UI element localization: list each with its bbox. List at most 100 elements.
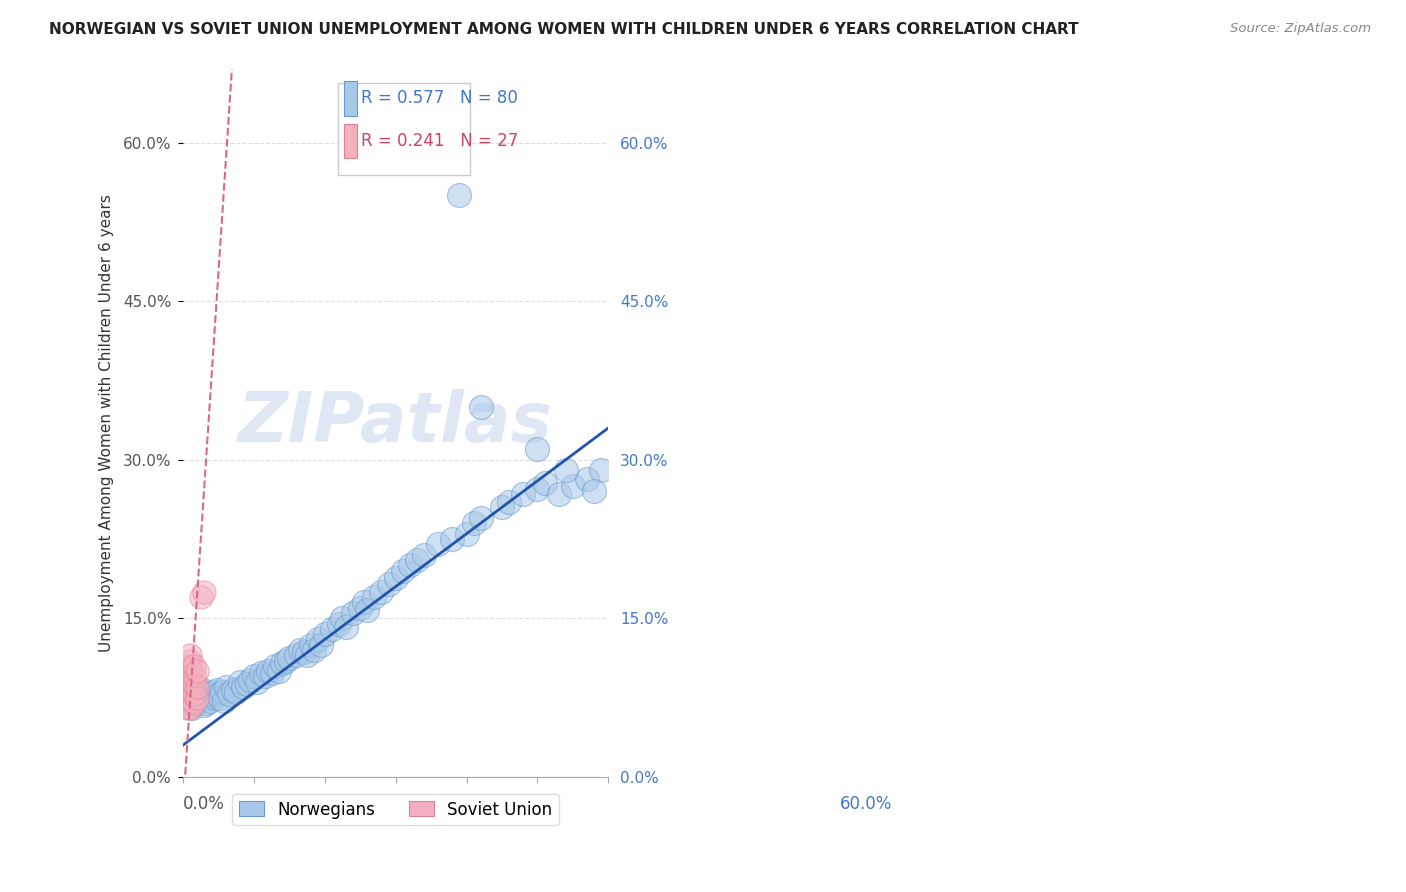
Point bbox=[356, 603, 378, 617]
Text: 0.0%: 0.0% bbox=[183, 795, 225, 813]
Point bbox=[179, 654, 201, 668]
Point bbox=[391, 564, 413, 578]
Point bbox=[191, 683, 214, 698]
Point bbox=[526, 483, 548, 497]
Point bbox=[449, 188, 471, 202]
Point bbox=[183, 698, 205, 712]
Point bbox=[353, 595, 375, 609]
Point bbox=[201, 685, 224, 699]
Text: R = 0.241   N = 27: R = 0.241 N = 27 bbox=[361, 132, 517, 150]
Point bbox=[176, 669, 198, 683]
Point bbox=[307, 632, 329, 647]
Point bbox=[179, 685, 201, 699]
Point bbox=[179, 658, 201, 673]
Point bbox=[526, 442, 548, 457]
Point bbox=[533, 475, 555, 490]
Point bbox=[264, 658, 287, 673]
Point bbox=[197, 690, 219, 705]
Point bbox=[218, 687, 240, 701]
Point bbox=[554, 463, 576, 477]
Point bbox=[260, 666, 283, 681]
Point bbox=[470, 511, 492, 525]
Point bbox=[187, 685, 209, 699]
Point bbox=[177, 685, 200, 699]
Point bbox=[302, 643, 325, 657]
Point bbox=[257, 664, 280, 678]
Point bbox=[186, 680, 208, 694]
Point bbox=[321, 622, 343, 636]
Point bbox=[314, 627, 336, 641]
Point bbox=[211, 685, 233, 699]
Point bbox=[225, 685, 247, 699]
Point bbox=[179, 696, 201, 710]
Point bbox=[250, 666, 273, 681]
Point bbox=[384, 571, 406, 585]
Point bbox=[232, 680, 254, 694]
Point bbox=[413, 548, 436, 562]
Point bbox=[243, 669, 266, 683]
Point bbox=[456, 526, 478, 541]
FancyBboxPatch shape bbox=[344, 124, 357, 159]
Point bbox=[236, 677, 259, 691]
Point bbox=[183, 696, 205, 710]
Point bbox=[176, 674, 198, 689]
Point bbox=[186, 664, 208, 678]
Point bbox=[179, 690, 201, 705]
Point bbox=[370, 585, 392, 599]
Text: ZIPatlas: ZIPatlas bbox=[238, 389, 553, 456]
Point bbox=[176, 701, 198, 715]
Point bbox=[183, 687, 205, 701]
FancyBboxPatch shape bbox=[344, 81, 357, 116]
Point bbox=[179, 648, 201, 663]
Point bbox=[179, 701, 201, 715]
Y-axis label: Unemployment Among Women with Children Under 6 years: Unemployment Among Women with Children U… bbox=[100, 194, 114, 652]
Point bbox=[547, 486, 569, 500]
Point bbox=[299, 638, 322, 652]
Point bbox=[267, 664, 290, 678]
Point bbox=[176, 680, 198, 694]
Point bbox=[176, 696, 198, 710]
Point bbox=[406, 553, 429, 567]
Point bbox=[512, 486, 534, 500]
Point bbox=[342, 606, 364, 620]
Point bbox=[198, 694, 221, 708]
Point bbox=[179, 674, 201, 689]
Point bbox=[212, 694, 235, 708]
Point bbox=[183, 669, 205, 683]
Point bbox=[228, 674, 250, 689]
Point bbox=[194, 696, 217, 710]
Text: NORWEGIAN VS SOVIET UNION UNEMPLOYMENT AMONG WOMEN WITH CHILDREN UNDER 6 YEARS C: NORWEGIAN VS SOVIET UNION UNEMPLOYMENT A… bbox=[49, 22, 1078, 37]
Point bbox=[576, 472, 599, 486]
Point bbox=[176, 690, 198, 705]
Point bbox=[377, 577, 399, 591]
Point bbox=[180, 701, 202, 715]
Point bbox=[221, 683, 243, 698]
Point bbox=[176, 685, 198, 699]
Point bbox=[561, 479, 583, 493]
Point bbox=[278, 651, 301, 665]
Point bbox=[463, 516, 485, 530]
Point bbox=[239, 673, 262, 687]
Point bbox=[253, 669, 276, 683]
Point bbox=[591, 463, 613, 477]
Point bbox=[328, 616, 350, 631]
Point bbox=[208, 690, 231, 705]
Text: R = 0.577   N = 80: R = 0.577 N = 80 bbox=[361, 89, 517, 107]
Point bbox=[292, 645, 315, 659]
Point bbox=[193, 585, 215, 599]
Point bbox=[186, 690, 208, 705]
FancyBboxPatch shape bbox=[339, 83, 470, 175]
Point bbox=[184, 694, 207, 708]
Point bbox=[207, 687, 229, 701]
Point bbox=[295, 648, 318, 663]
Point bbox=[470, 400, 492, 414]
Point bbox=[285, 648, 308, 663]
Point bbox=[193, 698, 215, 712]
Text: 60.0%: 60.0% bbox=[839, 795, 891, 813]
Point bbox=[190, 690, 212, 705]
Point bbox=[363, 590, 385, 604]
Point bbox=[183, 658, 205, 673]
Point bbox=[332, 611, 354, 625]
Point bbox=[205, 683, 228, 698]
Point bbox=[176, 664, 198, 678]
